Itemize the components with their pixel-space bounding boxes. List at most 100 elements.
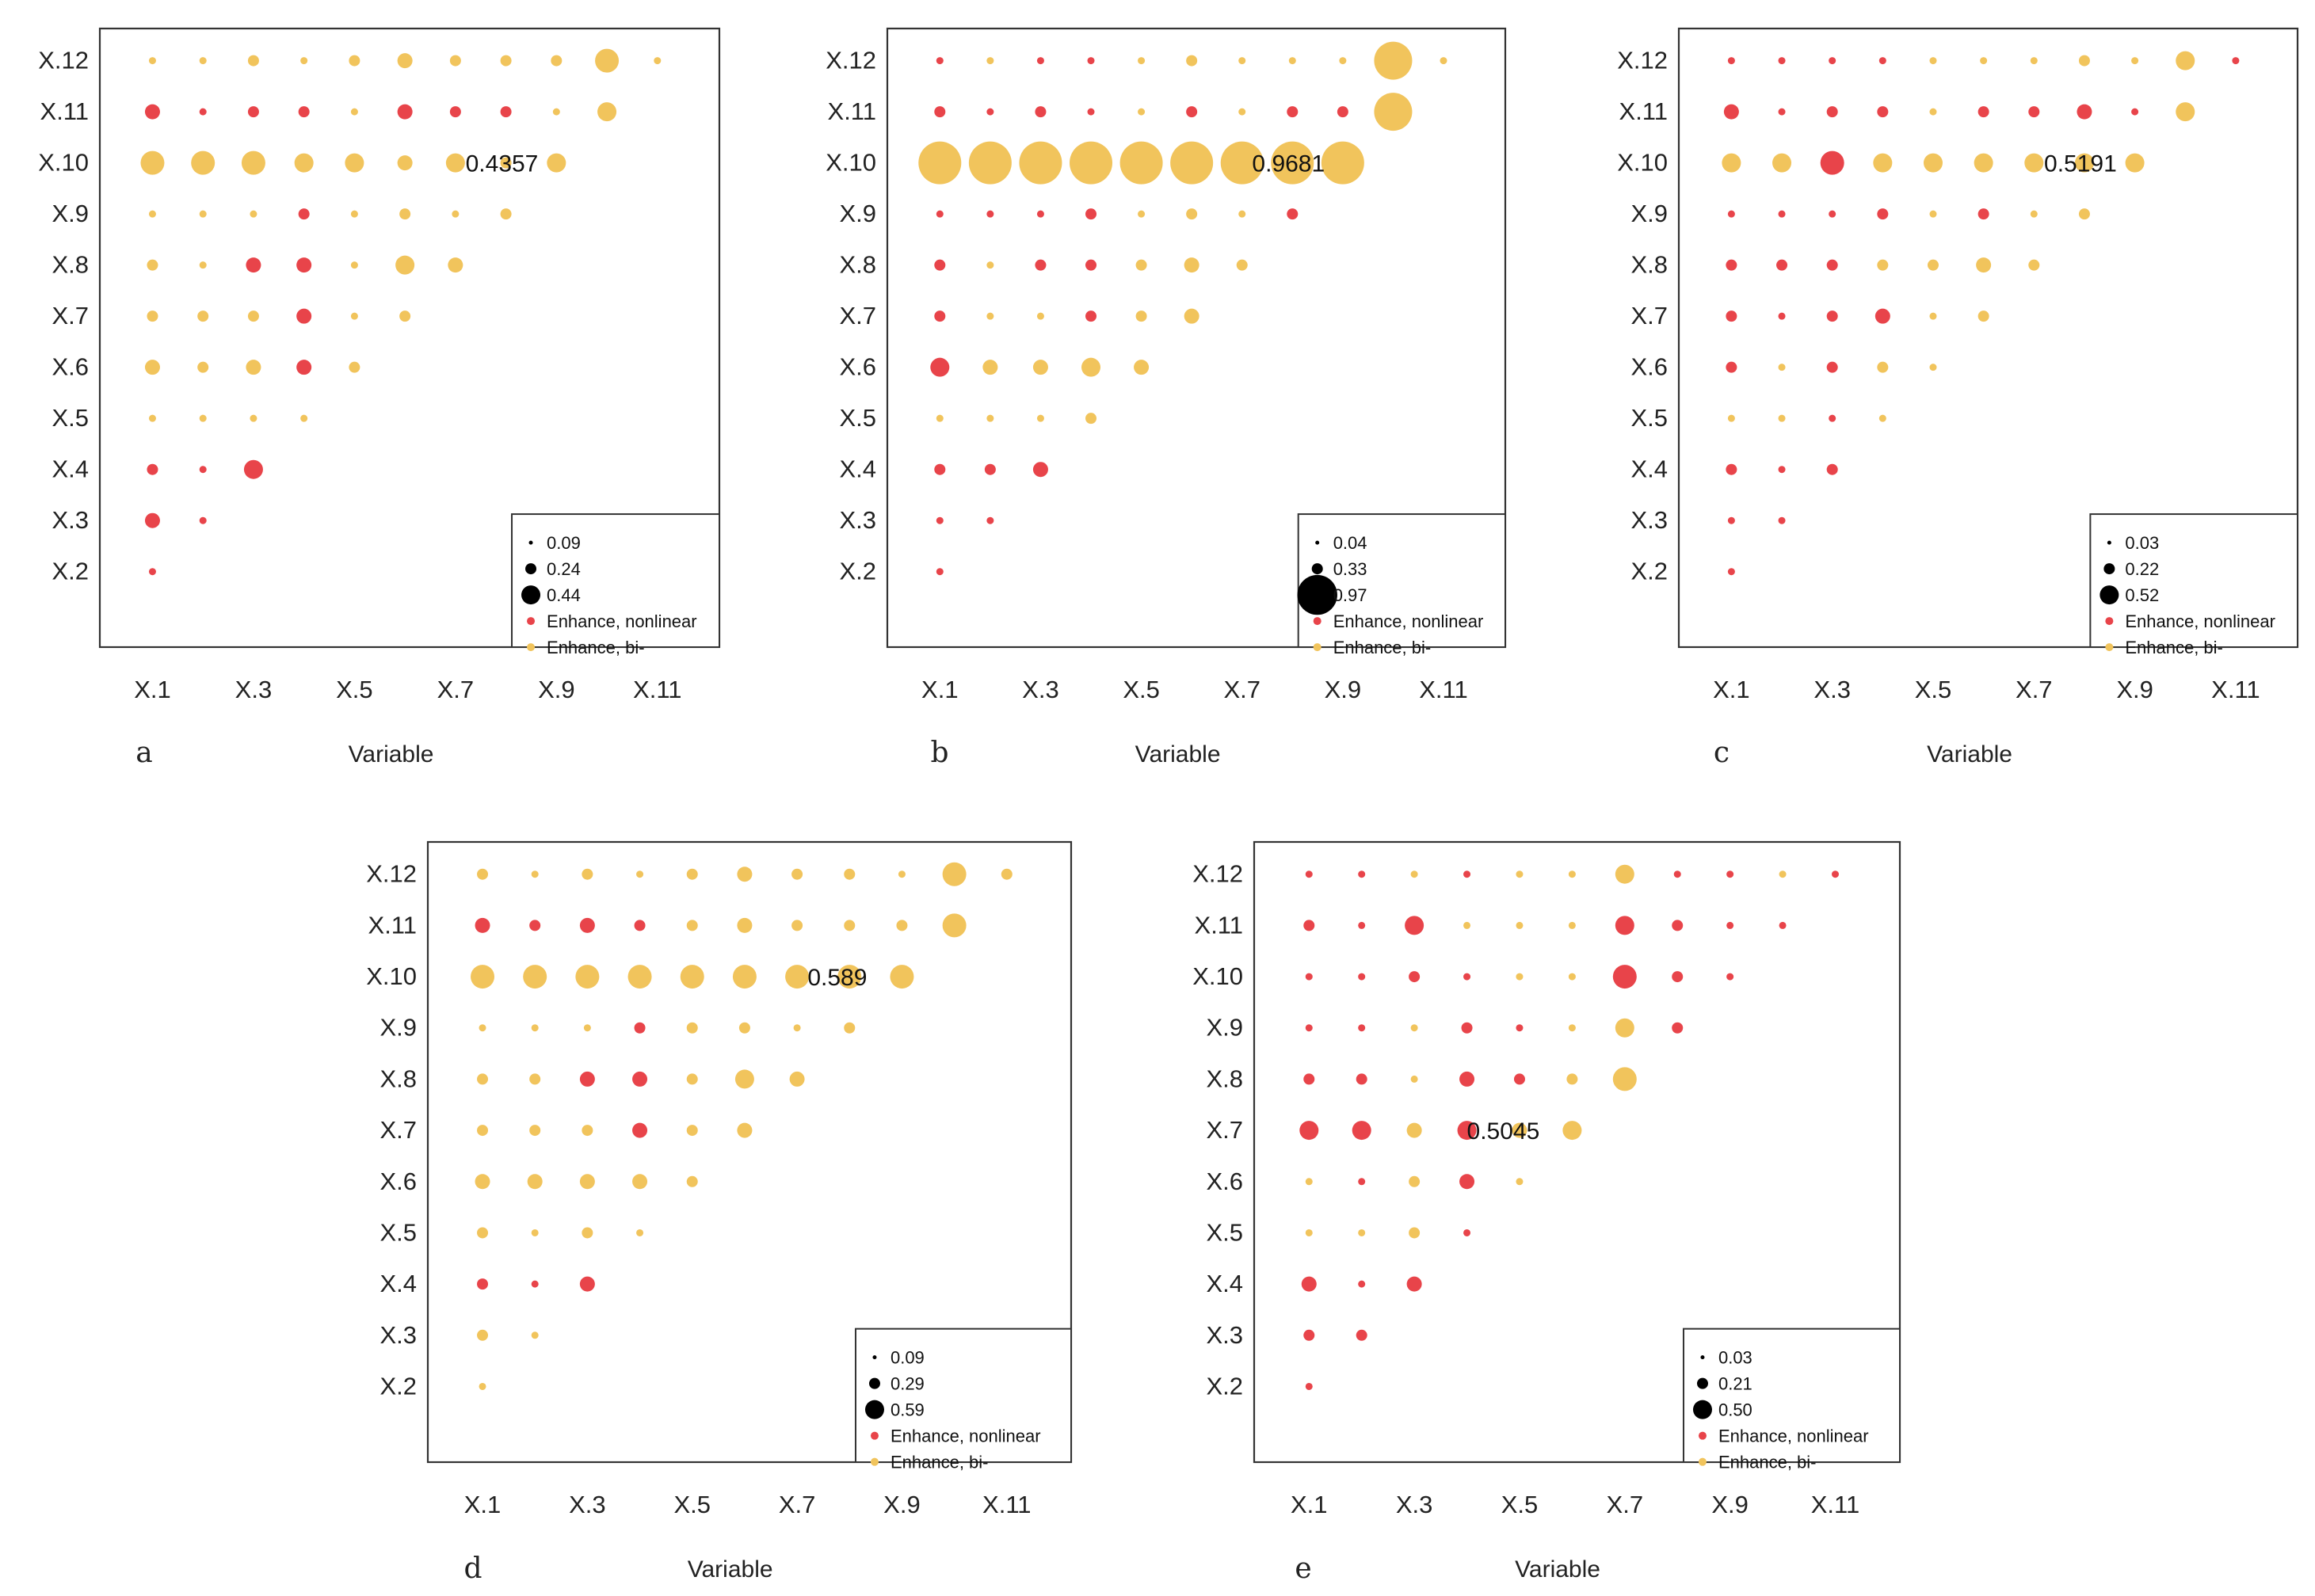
point-nonlinear	[1778, 210, 1786, 218]
x-tick-label: X.1	[1713, 676, 1750, 703]
panel-c: X.12 X.11 X.10 X.9 X.8 X.7 X.6 X.5 X.4 X.3 X.2 X.1 X…	[1617, 27, 2299, 769]
point-nonlinear	[2232, 57, 2240, 65]
point-bi	[1772, 153, 1792, 173]
point-nonlinear	[986, 210, 994, 218]
point-bi	[1568, 870, 1576, 878]
point-nonlinear	[1826, 463, 1838, 475]
legend-entry-label: Enhance, bi-	[1333, 638, 1432, 657]
point-bi	[2078, 208, 2090, 220]
point-nonlinear	[1305, 1382, 1313, 1390]
plot-frame	[98, 27, 721, 649]
point-nonlinear	[1672, 920, 1684, 931]
legend-size-label: 0.52	[2125, 585, 2159, 605]
point-nonlinear	[531, 1280, 539, 1288]
legend-entry-label: Enhance, nonlinear	[1718, 1426, 1869, 1446]
point-bi	[1036, 312, 1044, 320]
point-nonlinear	[246, 257, 261, 273]
point-bi	[241, 150, 265, 175]
x-tick-label: X.5	[336, 676, 373, 703]
y-tick-label: X.7	[1630, 302, 1668, 329]
point-nonlinear	[1832, 870, 1839, 878]
y-tick-label: X.3	[51, 506, 89, 534]
legend-size-label: 0.03	[2125, 533, 2159, 553]
point-nonlinear	[1305, 870, 1313, 878]
y-tick-label: X.12	[826, 47, 876, 74]
point-nonlinear	[1463, 870, 1471, 878]
y-tick-label: X.10	[366, 962, 417, 990]
point-nonlinear	[1826, 310, 1838, 322]
legend-bi-marker	[2105, 643, 2114, 652]
point-bi	[479, 1024, 486, 1032]
y-tick-label: X.2	[51, 558, 89, 585]
y-tick-label: X.7	[379, 1116, 417, 1144]
point-bi	[1878, 414, 1886, 422]
point-bi	[986, 312, 994, 320]
point-nonlinear	[936, 568, 944, 576]
point-nonlinear	[579, 1276, 595, 1292]
point-bi	[1374, 41, 1413, 80]
point-bi	[477, 1227, 489, 1239]
point-bi	[1238, 57, 1246, 65]
point-bi	[898, 870, 906, 878]
legend-bi-marker	[870, 1457, 879, 1466]
point-bi	[632, 1174, 648, 1190]
point-nonlinear	[1826, 361, 1838, 373]
x-tick-label: X.1	[134, 676, 171, 703]
legend-size-label: 0.03	[1718, 1348, 1752, 1368]
point-bi	[986, 57, 994, 65]
point-bi	[1615, 864, 1634, 884]
point-nonlinear	[934, 106, 946, 118]
point-nonlinear	[1829, 57, 1836, 65]
point-bi	[1727, 414, 1735, 422]
point-nonlinear	[1358, 1280, 1366, 1288]
point-bi	[475, 1174, 490, 1190]
panel-letter: c	[1714, 737, 1730, 769]
legend-entry-label: Enhance, bi-	[1718, 1453, 1817, 1472]
point-bi	[1778, 414, 1786, 422]
legend-nonlinear-marker	[870, 1431, 879, 1440]
point-nonlinear	[1305, 1024, 1313, 1032]
point-bi	[918, 141, 962, 185]
legend-size-marker	[864, 1400, 884, 1419]
point-bi	[686, 868, 698, 880]
point-bi	[2125, 153, 2145, 173]
x-tick-label: X.3	[1396, 1491, 1433, 1518]
legend: 0.03 0.21 0.50 Enhance, nonlinear Enhance, b…	[1682, 1327, 1901, 1472]
point-bi	[686, 1175, 698, 1187]
point-bi	[1019, 141, 1062, 185]
legend-size-marker	[2100, 585, 2119, 605]
point-bi	[531, 870, 539, 878]
point-bi	[1085, 413, 1097, 425]
point-bi	[247, 55, 259, 67]
point-bi	[2131, 57, 2139, 65]
point-bi	[1220, 141, 1264, 185]
x-tick-label: X.11	[633, 676, 681, 703]
point-bi	[582, 1125, 593, 1137]
point-bi	[246, 360, 261, 375]
point-nonlinear	[1305, 973, 1313, 981]
point-bi	[1512, 1122, 1527, 1138]
point-bi	[1138, 210, 1146, 218]
data-points	[1299, 864, 1839, 1390]
x-tick-label: X.7	[2016, 676, 2053, 703]
point-nonlinear	[1463, 1228, 1471, 1236]
point-bi	[399, 208, 411, 220]
data-points	[140, 48, 662, 576]
point-bi	[968, 141, 1012, 185]
point-bi	[1568, 973, 1576, 981]
panel-a: X.12 X.11 X.10 X.9 X.8 X.7 X.6 X.5 X.4 X.3 X.2 X.1 X…	[38, 27, 721, 769]
point-bi	[531, 1024, 539, 1032]
y-tick-label: X.3	[1630, 506, 1668, 534]
point-nonlinear	[1459, 1174, 1475, 1190]
point-nonlinear	[1977, 106, 1989, 118]
point-bi	[250, 210, 257, 218]
point-nonlinear	[634, 920, 646, 931]
point-nonlinear	[1726, 259, 1737, 271]
point-nonlinear	[984, 463, 996, 475]
point-bi	[595, 48, 620, 73]
point-nonlinear	[1303, 920, 1315, 931]
point-bi	[737, 1122, 753, 1138]
legend-size-marker	[1696, 1377, 1708, 1389]
point-bi	[2176, 102, 2195, 122]
point-bi	[148, 57, 156, 65]
